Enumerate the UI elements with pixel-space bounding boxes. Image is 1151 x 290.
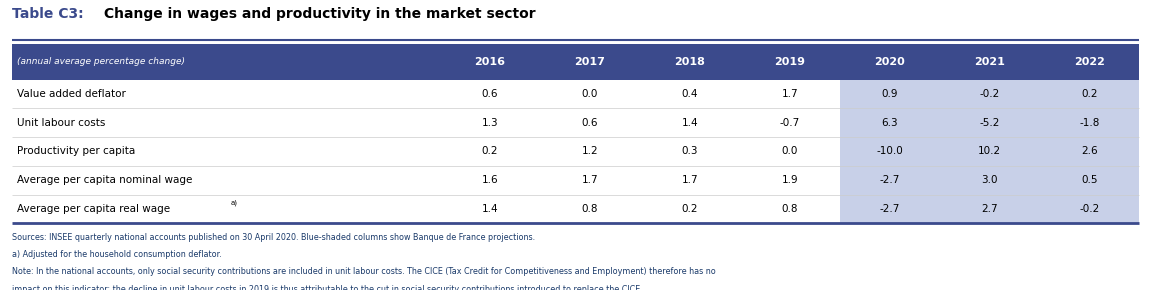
Text: Average per capita real wage: Average per capita real wage bbox=[17, 204, 170, 214]
Text: 0.2: 0.2 bbox=[482, 146, 498, 157]
Text: -0.7: -0.7 bbox=[779, 118, 800, 128]
Text: 3.0: 3.0 bbox=[982, 175, 998, 185]
Text: 0.8: 0.8 bbox=[782, 204, 798, 214]
Text: Average per capita nominal wage: Average per capita nominal wage bbox=[17, 175, 192, 185]
Text: 1.7: 1.7 bbox=[681, 175, 699, 185]
Text: 0.9: 0.9 bbox=[882, 89, 898, 99]
Text: -2.7: -2.7 bbox=[879, 204, 900, 214]
Text: Change in wages and productivity in the market sector: Change in wages and productivity in the … bbox=[99, 7, 535, 21]
Text: 1.6: 1.6 bbox=[482, 175, 498, 185]
Text: 1.4: 1.4 bbox=[681, 118, 699, 128]
Text: 0.3: 0.3 bbox=[681, 146, 699, 157]
Text: 2018: 2018 bbox=[674, 57, 706, 67]
Text: 2.6: 2.6 bbox=[1081, 146, 1098, 157]
Text: a): a) bbox=[230, 200, 237, 206]
Text: 0.2: 0.2 bbox=[681, 204, 699, 214]
Text: 1.3: 1.3 bbox=[482, 118, 498, 128]
Text: 0.0: 0.0 bbox=[782, 146, 798, 157]
Text: 1.7: 1.7 bbox=[581, 175, 599, 185]
Text: 2016: 2016 bbox=[474, 57, 505, 67]
Text: a) Adjusted for the household consumption deflator.: a) Adjusted for the household consumptio… bbox=[12, 250, 221, 259]
Text: -10.0: -10.0 bbox=[876, 146, 904, 157]
Text: impact on this indicator: the decline in unit labour costs in 2019 is thus attri: impact on this indicator: the decline in… bbox=[12, 284, 642, 290]
Text: 10.2: 10.2 bbox=[978, 146, 1001, 157]
Text: -0.2: -0.2 bbox=[1080, 204, 1099, 214]
Text: Productivity per capita: Productivity per capita bbox=[17, 146, 136, 157]
Text: 0.4: 0.4 bbox=[681, 89, 699, 99]
Text: -5.2: -5.2 bbox=[980, 118, 1000, 128]
Text: Value added deflator: Value added deflator bbox=[17, 89, 127, 99]
Text: 2019: 2019 bbox=[775, 57, 806, 67]
Text: 0.6: 0.6 bbox=[482, 89, 498, 99]
Text: 2.7: 2.7 bbox=[982, 204, 998, 214]
Text: 6.3: 6.3 bbox=[882, 118, 898, 128]
Text: 1.4: 1.4 bbox=[482, 204, 498, 214]
Text: (annual average percentage change): (annual average percentage change) bbox=[17, 57, 185, 66]
Text: 1.9: 1.9 bbox=[782, 175, 798, 185]
Text: 2017: 2017 bbox=[574, 57, 605, 67]
Text: -2.7: -2.7 bbox=[879, 175, 900, 185]
Text: 0.2: 0.2 bbox=[1081, 89, 1098, 99]
Text: 2021: 2021 bbox=[974, 57, 1005, 67]
Text: 0.5: 0.5 bbox=[1081, 175, 1098, 185]
FancyBboxPatch shape bbox=[840, 80, 1139, 223]
FancyBboxPatch shape bbox=[12, 80, 840, 223]
Text: 1.2: 1.2 bbox=[581, 146, 599, 157]
Text: 1.7: 1.7 bbox=[782, 89, 798, 99]
FancyBboxPatch shape bbox=[12, 44, 1139, 80]
Text: 2022: 2022 bbox=[1074, 57, 1105, 67]
Text: 0.0: 0.0 bbox=[581, 89, 599, 99]
Text: 2020: 2020 bbox=[875, 57, 905, 67]
Text: 0.6: 0.6 bbox=[581, 118, 599, 128]
Text: 0.8: 0.8 bbox=[581, 204, 599, 214]
Text: Table C3:: Table C3: bbox=[12, 7, 83, 21]
Text: -1.8: -1.8 bbox=[1080, 118, 1099, 128]
Text: Sources: INSEE quarterly national accounts published on 30 April 2020. Blue-shad: Sources: INSEE quarterly national accoun… bbox=[12, 233, 534, 242]
Text: Note: In the national accounts, only social security contributions are included : Note: In the national accounts, only soc… bbox=[12, 267, 715, 276]
Text: Unit labour costs: Unit labour costs bbox=[17, 118, 106, 128]
Text: -0.2: -0.2 bbox=[980, 89, 1000, 99]
